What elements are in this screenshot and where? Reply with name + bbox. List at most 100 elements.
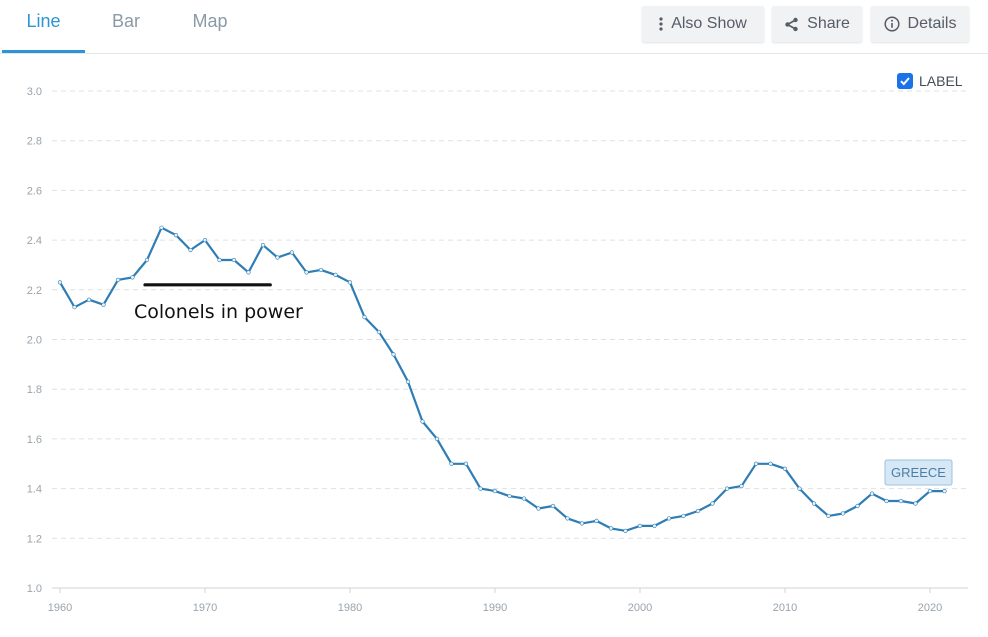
- data-point: [202, 238, 208, 243]
- data-point: [347, 280, 353, 285]
- y-tick-label: 2.4: [27, 235, 42, 247]
- data-point: [449, 461, 454, 466]
- data-point: [101, 302, 106, 307]
- tab-map[interactable]: Map: [192, 11, 228, 31]
- data-point: [362, 315, 367, 320]
- y-tick-label: 2.2: [27, 285, 42, 297]
- data-point: [521, 496, 527, 501]
- data-point: [492, 488, 498, 494]
- y-axis: 3.0 2.8 2.6 2.4 2.2 2.0 1.8 1.6 1.4 1.2 1.0: [27, 86, 42, 595]
- share-label: Share: [807, 15, 850, 32]
- data-point: [652, 523, 657, 528]
- series-line-greece: [59, 226, 945, 532]
- y-tick-label: 2.0: [27, 335, 42, 347]
- x-tick-label: 2020: [918, 602, 942, 614]
- data-point: [884, 498, 889, 504]
- also-show-button[interactable]: Also Show: [642, 6, 764, 42]
- data-point: [898, 498, 904, 504]
- info-icon: [883, 16, 900, 32]
- y-tick-label: 1.8: [27, 384, 42, 396]
- data-point: [797, 486, 802, 491]
- data-point: [565, 516, 570, 521]
- y-tick-label: 1.2: [27, 533, 42, 545]
- data-point: [536, 506, 541, 511]
- data-point: [637, 523, 643, 528]
- data-point: [434, 436, 440, 442]
- y-tick-label: 2.6: [27, 185, 42, 197]
- data-point: [753, 461, 759, 466]
- data-point: [115, 277, 121, 282]
- data-point: [86, 297, 92, 302]
- data-point: [869, 491, 875, 496]
- data-point: [260, 242, 266, 248]
- data-point: [695, 508, 701, 514]
- label-checkbox[interactable]: [897, 73, 913, 89]
- data-point: [304, 270, 309, 275]
- data-point: [782, 466, 788, 471]
- tab-bar[interactable]: Bar: [111, 11, 140, 31]
- data-point: [289, 250, 295, 255]
- details-button[interactable]: Details: [871, 6, 969, 42]
- annotation-layer: Colonels in power: [134, 283, 303, 323]
- y-tick-label: 1.4: [27, 484, 42, 496]
- data-point: [579, 521, 585, 526]
- data-point: [811, 501, 817, 506]
- data-point: [608, 526, 614, 531]
- data-point: [840, 511, 846, 516]
- details-label: Details: [907, 15, 957, 32]
- data-point: [318, 267, 324, 273]
- data-point: [942, 488, 947, 494]
- data-point: [376, 329, 382, 335]
- data-point: [724, 486, 730, 491]
- data-point: [913, 501, 918, 506]
- data-point: [681, 513, 686, 519]
- data-point: [927, 488, 933, 494]
- data-point: [666, 516, 672, 521]
- also-show-label: Also Show: [671, 15, 747, 32]
- tab-line[interactable]: Line: [2, 0, 85, 53]
- data-point: [188, 247, 193, 253]
- data-point: [72, 305, 77, 310]
- share-icon: [784, 17, 799, 32]
- x-tick-label: 1990: [483, 602, 507, 614]
- data-point: [826, 513, 831, 519]
- data-point: [478, 486, 483, 491]
- data-point: [405, 379, 411, 384]
- x-tick-label: 1970: [193, 602, 217, 614]
- data-point: [333, 272, 338, 277]
- data-point: [550, 503, 556, 509]
- data-point: [159, 225, 164, 230]
- series-layer: GREECE: [57, 225, 953, 533]
- data-point: [391, 352, 396, 357]
- series-end-label-box: [884, 459, 953, 486]
- x-tick-label: 1980: [338, 602, 362, 614]
- data-point: [623, 528, 628, 533]
- label-toggle-text: LABEL: [919, 73, 963, 89]
- share-button[interactable]: Share: [772, 6, 862, 42]
- data-point: [130, 275, 135, 280]
- data-point: [463, 461, 469, 466]
- data-point: [739, 484, 744, 489]
- series-end-label: GREECE: [891, 465, 946, 480]
- y-tick-label: 3.0: [27, 86, 42, 98]
- data-point: [217, 257, 222, 263]
- data-point: [594, 518, 599, 524]
- data-point: [246, 270, 251, 275]
- data-point: [275, 255, 280, 260]
- data-point: [173, 233, 179, 238]
- data-point: [57, 280, 63, 285]
- x-tick-label: 1960: [48, 602, 72, 614]
- chart-type-tabs: Line Bar Map Also Show Share Details: [0, 0, 988, 54]
- more-vertical-icon: [659, 17, 663, 31]
- data-point: [507, 493, 512, 499]
- annotation-text: Colonels in power: [134, 301, 303, 323]
- gridlines: [52, 90, 968, 589]
- data-point: [144, 257, 150, 263]
- data-point: [855, 503, 860, 509]
- data-point: [710, 501, 715, 506]
- data-point: [231, 257, 237, 263]
- check-icon: [900, 77, 910, 86]
- data-point: [768, 461, 773, 466]
- label-toggle[interactable]: LABEL: [897, 71, 963, 91]
- x-tick-label: 2000: [628, 602, 652, 614]
